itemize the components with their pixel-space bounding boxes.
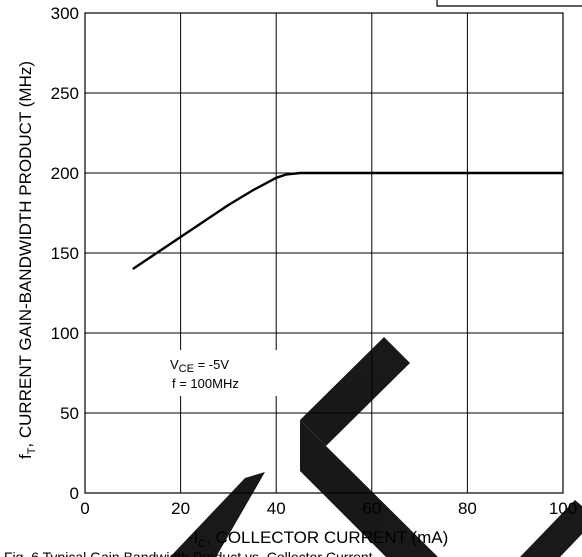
- x-tick-label: 0: [80, 499, 89, 518]
- y-tick-label: 50: [60, 404, 79, 423]
- y-tick-label: 0: [70, 484, 79, 503]
- y-tick-label: 300: [51, 4, 79, 23]
- y-axis-title: fT, CURRENT GAIN-BANDWIDTH PRODUCT (MHz): [16, 61, 38, 459]
- y-tick-labels: 0 50 100 150 200 250 300: [51, 4, 79, 503]
- y-tick-label: 150: [51, 244, 79, 263]
- x-tick-labels: 020406080100: [80, 499, 577, 518]
- series-group: [132, 171, 563, 270]
- annotation-vce: VCE = -5V: [170, 357, 229, 375]
- y-tick-label: 200: [51, 164, 79, 183]
- series-line-0: [132, 171, 563, 270]
- annotation-box: [163, 350, 283, 396]
- y-tick-label: 100: [51, 324, 79, 343]
- x-tick-label: 20: [171, 499, 190, 518]
- annotation-frequency: f = 100MHz: [172, 376, 239, 391]
- x-tick-label: 80: [458, 499, 477, 518]
- x-tick-label: 40: [267, 499, 286, 518]
- y-tick-label: 250: [51, 84, 79, 103]
- corner-frame: [436, 0, 582, 7]
- watermark-logo: [170, 337, 582, 557]
